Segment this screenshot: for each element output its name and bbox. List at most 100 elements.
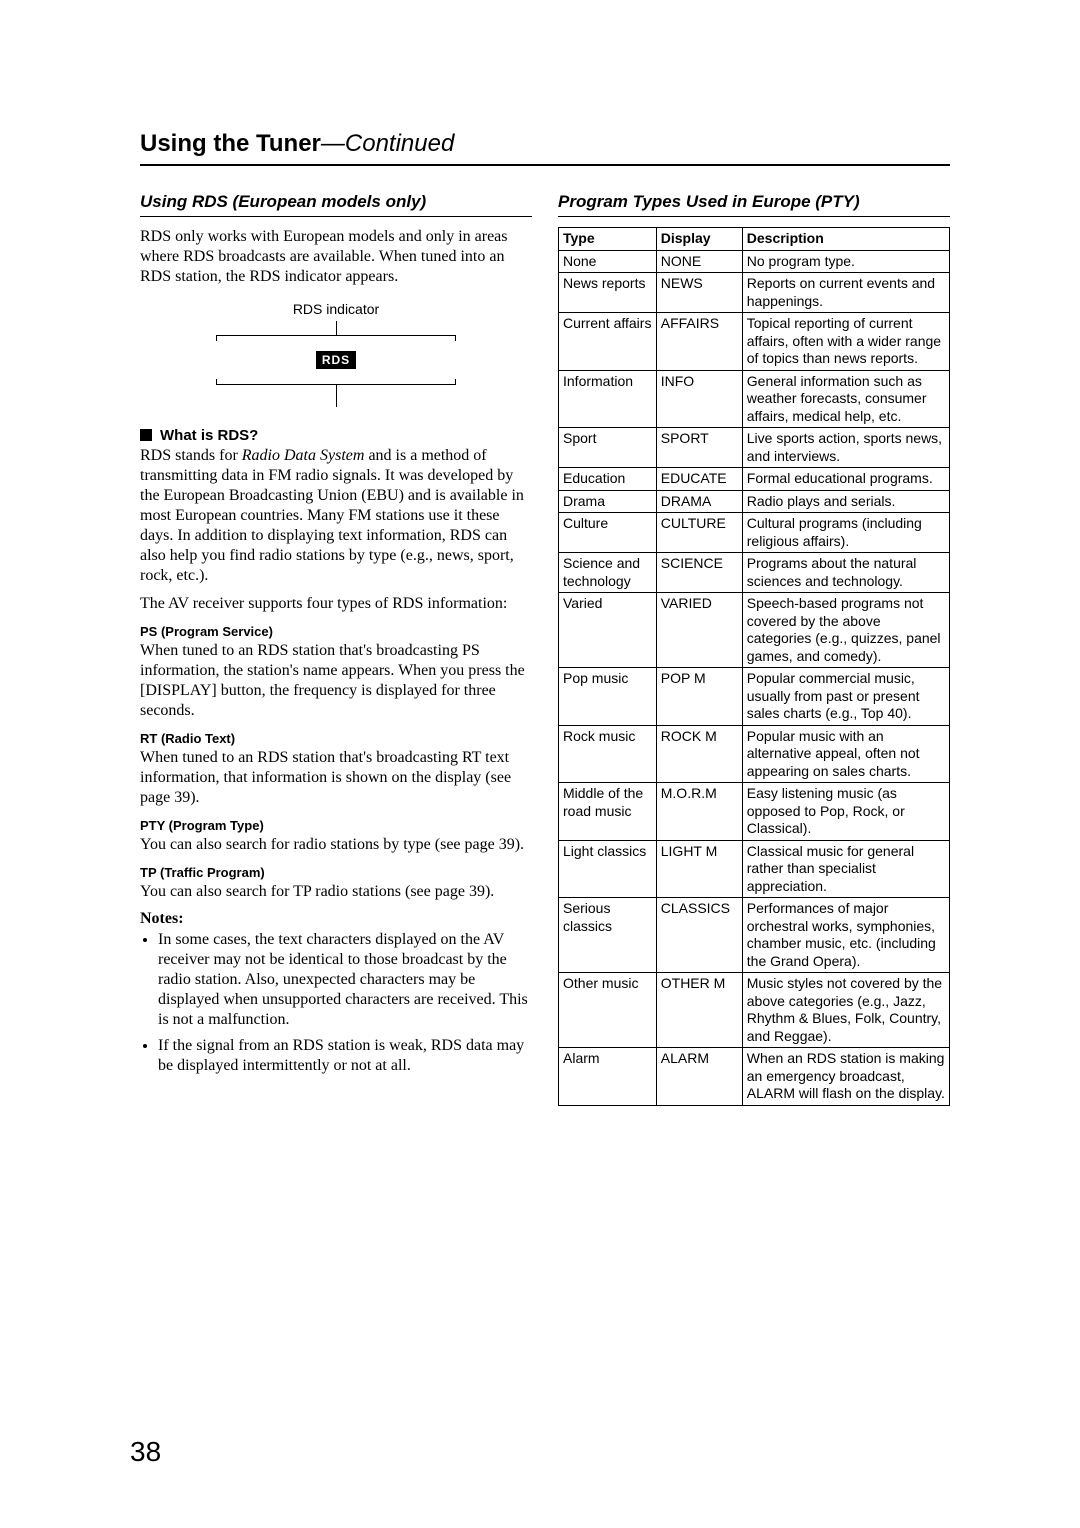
cell-description: Performances of major orchestral works, … [742, 898, 949, 973]
notes-list: In some cases, the text characters displ… [140, 930, 532, 1076]
cell-display: AFFAIRS [656, 313, 742, 371]
pty-body: You can also search for radio stations b… [140, 835, 532, 855]
cell-description: Formal educational programs. [742, 468, 949, 491]
tp-body: You can also search for TP radio station… [140, 882, 532, 902]
cell-type: Pop music [559, 668, 657, 726]
cell-description: Cultural programs (including religious a… [742, 513, 949, 553]
cell-display: SCIENCE [656, 553, 742, 593]
table-row: SportSPORTLive sports action, sports new… [559, 428, 950, 468]
pty-table: Type Display Description NoneNONENo prog… [558, 227, 950, 1106]
cell-description: General information such as weather fore… [742, 370, 949, 428]
cell-display: OTHER M [656, 973, 742, 1048]
cell-type: Science and technology [559, 553, 657, 593]
cell-type: Light classics [559, 840, 657, 898]
table-row: AlarmALARMWhen an RDS station is making … [559, 1048, 950, 1106]
cell-type: Middle of the road music [559, 783, 657, 841]
title-continued: —Continued [321, 130, 454, 157]
what-is-rds-heading: What is RDS? [140, 427, 532, 444]
cell-type: Rock music [559, 725, 657, 783]
cell-description: No program type. [742, 250, 949, 273]
col-header-description: Description [742, 228, 949, 251]
cell-type: Education [559, 468, 657, 491]
cell-display: INFO [656, 370, 742, 428]
what-is-rds-para1: RDS stands for Radio Data System and is … [140, 446, 532, 586]
figure-lead-line [336, 321, 337, 335]
section-title-pty: Program Types Used in Europe (PTY) [558, 192, 950, 217]
cell-description: Classical music for general rather than … [742, 840, 949, 898]
cell-type: News reports [559, 273, 657, 313]
rds-p1c: and is a method of transmitting data in … [140, 447, 524, 584]
square-bullet-icon [140, 429, 152, 441]
cell-type: Current affairs [559, 313, 657, 371]
note-item: If the signal from an RDS station is wea… [158, 1036, 532, 1076]
table-row: Current affairsAFFAIRSTopical reporting … [559, 313, 950, 371]
cell-display: NEWS [656, 273, 742, 313]
cell-description: Topical reporting of current affairs, of… [742, 313, 949, 371]
what-is-rds-para2: The AV receiver supports four types of R… [140, 594, 532, 614]
ps-body: When tuned to an RDS station that's broa… [140, 641, 532, 721]
rds-italic-term: Radio Data System [242, 447, 365, 464]
cell-type: Other music [559, 973, 657, 1048]
rds-indicator-figure: RDS indicator RDS [216, 301, 456, 407]
page: Using the Tuner—Continued Using RDS (Eur… [0, 0, 1080, 1528]
cell-description: Reports on current events and happenings… [742, 273, 949, 313]
table-row: Rock musicROCK MPopular music with an al… [559, 725, 950, 783]
section-title-rds: Using RDS (European models only) [140, 192, 532, 217]
right-column: Program Types Used in Europe (PTY) Type … [558, 192, 950, 1106]
columns: Using RDS (European models only) RDS onl… [140, 192, 950, 1106]
rds-indicator-label: RDS indicator [216, 301, 456, 317]
notes-label: Notes: [140, 910, 532, 928]
cell-type: Culture [559, 513, 657, 553]
title-main: Using the Tuner [140, 130, 321, 157]
cell-description: Popular music with an alternative appeal… [742, 725, 949, 783]
page-title: Using the Tuner—Continued [140, 130, 950, 166]
cell-description: Live sports action, sports news, and int… [742, 428, 949, 468]
rt-heading: RT (Radio Text) [140, 731, 532, 746]
table-row: Science and technologySCIENCEPrograms ab… [559, 553, 950, 593]
cell-display: EDUCATE [656, 468, 742, 491]
pty-heading: PTY (Program Type) [140, 818, 532, 833]
table-row: EducationEDUCATEFormal educational progr… [559, 468, 950, 491]
cell-display: POP M [656, 668, 742, 726]
rds-p1a: RDS stands for [140, 447, 242, 464]
note-item: In some cases, the text characters displ… [158, 930, 532, 1030]
cell-description: Speech-based programs not covered by the… [742, 593, 949, 668]
table-header-row: Type Display Description [559, 228, 950, 251]
table-row: Middle of the road musicM.O.R.MEasy list… [559, 783, 950, 841]
table-row: NoneNONENo program type. [559, 250, 950, 273]
cell-description: When an RDS station is making an emergen… [742, 1048, 949, 1106]
cell-description: Easy listening music (as opposed to Pop,… [742, 783, 949, 841]
table-row: VariedVARIEDSpeech-based programs not co… [559, 593, 950, 668]
col-header-type: Type [559, 228, 657, 251]
rds-intro: RDS only works with European models and … [140, 227, 532, 287]
cell-display: NONE [656, 250, 742, 273]
table-row: CultureCULTURECultural programs (includi… [559, 513, 950, 553]
cell-display: DRAMA [656, 490, 742, 513]
cell-type: Varied [559, 593, 657, 668]
rt-body: When tuned to an RDS station that's broa… [140, 748, 532, 808]
table-row: Serious classicsCLASSICSPerformances of … [559, 898, 950, 973]
cell-display: ALARM [656, 1048, 742, 1106]
tp-heading: TP (Traffic Program) [140, 865, 532, 880]
cell-type: Drama [559, 490, 657, 513]
table-row: InformationINFOGeneral information such … [559, 370, 950, 428]
cell-type: Alarm [559, 1048, 657, 1106]
rds-chip: RDS [316, 351, 356, 369]
ps-heading: PS (Program Service) [140, 624, 532, 639]
cell-display: LIGHT M [656, 840, 742, 898]
what-is-rds-text: What is RDS? [160, 427, 258, 444]
cell-display: VARIED [656, 593, 742, 668]
figure-display-strip: RDS [216, 335, 456, 385]
cell-display: CLASSICS [656, 898, 742, 973]
cell-type: Information [559, 370, 657, 428]
figure-lead-line-bottom [336, 385, 337, 407]
left-column: Using RDS (European models only) RDS onl… [140, 192, 532, 1106]
cell-description: Programs about the natural sciences and … [742, 553, 949, 593]
table-row: Other musicOTHER MMusic styles not cover… [559, 973, 950, 1048]
table-row: Light classicsLIGHT MClassical music for… [559, 840, 950, 898]
cell-display: M.O.R.M [656, 783, 742, 841]
col-header-display: Display [656, 228, 742, 251]
cell-type: Serious classics [559, 898, 657, 973]
cell-description: Popular commercial music, usually from p… [742, 668, 949, 726]
table-row: News reportsNEWSReports on current event… [559, 273, 950, 313]
